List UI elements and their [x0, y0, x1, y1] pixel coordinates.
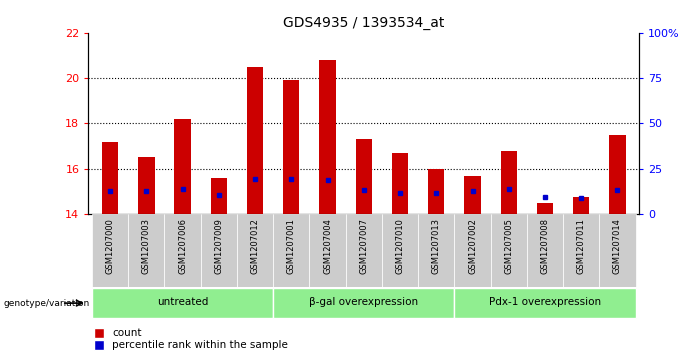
FancyBboxPatch shape	[237, 214, 273, 287]
FancyBboxPatch shape	[418, 214, 454, 287]
Title: GDS4935 / 1393534_at: GDS4935 / 1393534_at	[283, 16, 445, 30]
Text: GSM1207000: GSM1207000	[105, 218, 115, 274]
Bar	[464, 176, 481, 214]
Bar	[537, 203, 553, 214]
Text: β-gal overexpression: β-gal overexpression	[309, 297, 418, 307]
Text: GSM1207010: GSM1207010	[396, 218, 405, 274]
Text: GSM1207014: GSM1207014	[613, 218, 622, 274]
Text: GSM1207001: GSM1207001	[287, 218, 296, 274]
Text: GSM1207006: GSM1207006	[178, 218, 187, 274]
Bar	[211, 178, 227, 214]
FancyBboxPatch shape	[599, 214, 636, 287]
FancyBboxPatch shape	[92, 214, 129, 287]
FancyBboxPatch shape	[92, 288, 273, 318]
Legend: count, percentile rank within the sample: count, percentile rank within the sample	[94, 328, 288, 350]
Bar	[573, 197, 590, 214]
FancyBboxPatch shape	[563, 214, 599, 287]
Text: genotype/variation: genotype/variation	[3, 299, 90, 307]
Text: GSM1207003: GSM1207003	[142, 218, 151, 274]
FancyBboxPatch shape	[273, 288, 454, 318]
FancyBboxPatch shape	[382, 214, 418, 287]
FancyBboxPatch shape	[345, 214, 382, 287]
FancyBboxPatch shape	[454, 214, 491, 287]
Bar	[283, 80, 299, 214]
Bar	[138, 158, 154, 214]
FancyBboxPatch shape	[165, 214, 201, 287]
Text: GSM1207011: GSM1207011	[577, 218, 585, 274]
Bar	[609, 135, 626, 214]
FancyBboxPatch shape	[129, 214, 165, 287]
Text: Pdx-1 overexpression: Pdx-1 overexpression	[489, 297, 601, 307]
FancyBboxPatch shape	[491, 214, 527, 287]
Text: untreated: untreated	[157, 297, 208, 307]
FancyBboxPatch shape	[454, 288, 636, 318]
Text: GSM1207008: GSM1207008	[541, 218, 549, 274]
Text: GSM1207005: GSM1207005	[505, 218, 513, 274]
Bar	[320, 60, 336, 214]
Bar	[175, 119, 191, 214]
FancyBboxPatch shape	[201, 214, 237, 287]
Bar	[356, 139, 372, 214]
FancyBboxPatch shape	[273, 214, 309, 287]
FancyBboxPatch shape	[527, 214, 563, 287]
Text: GSM1207013: GSM1207013	[432, 218, 441, 274]
Text: GSM1207004: GSM1207004	[323, 218, 332, 274]
Text: GSM1207012: GSM1207012	[251, 218, 260, 274]
Bar	[392, 153, 408, 214]
FancyBboxPatch shape	[309, 214, 345, 287]
Text: GSM1207002: GSM1207002	[468, 218, 477, 274]
Bar	[102, 142, 118, 214]
Bar	[428, 169, 445, 214]
Bar	[500, 151, 517, 214]
Bar	[247, 67, 263, 214]
Text: GSM1207009: GSM1207009	[214, 218, 223, 274]
Text: GSM1207007: GSM1207007	[359, 218, 369, 274]
